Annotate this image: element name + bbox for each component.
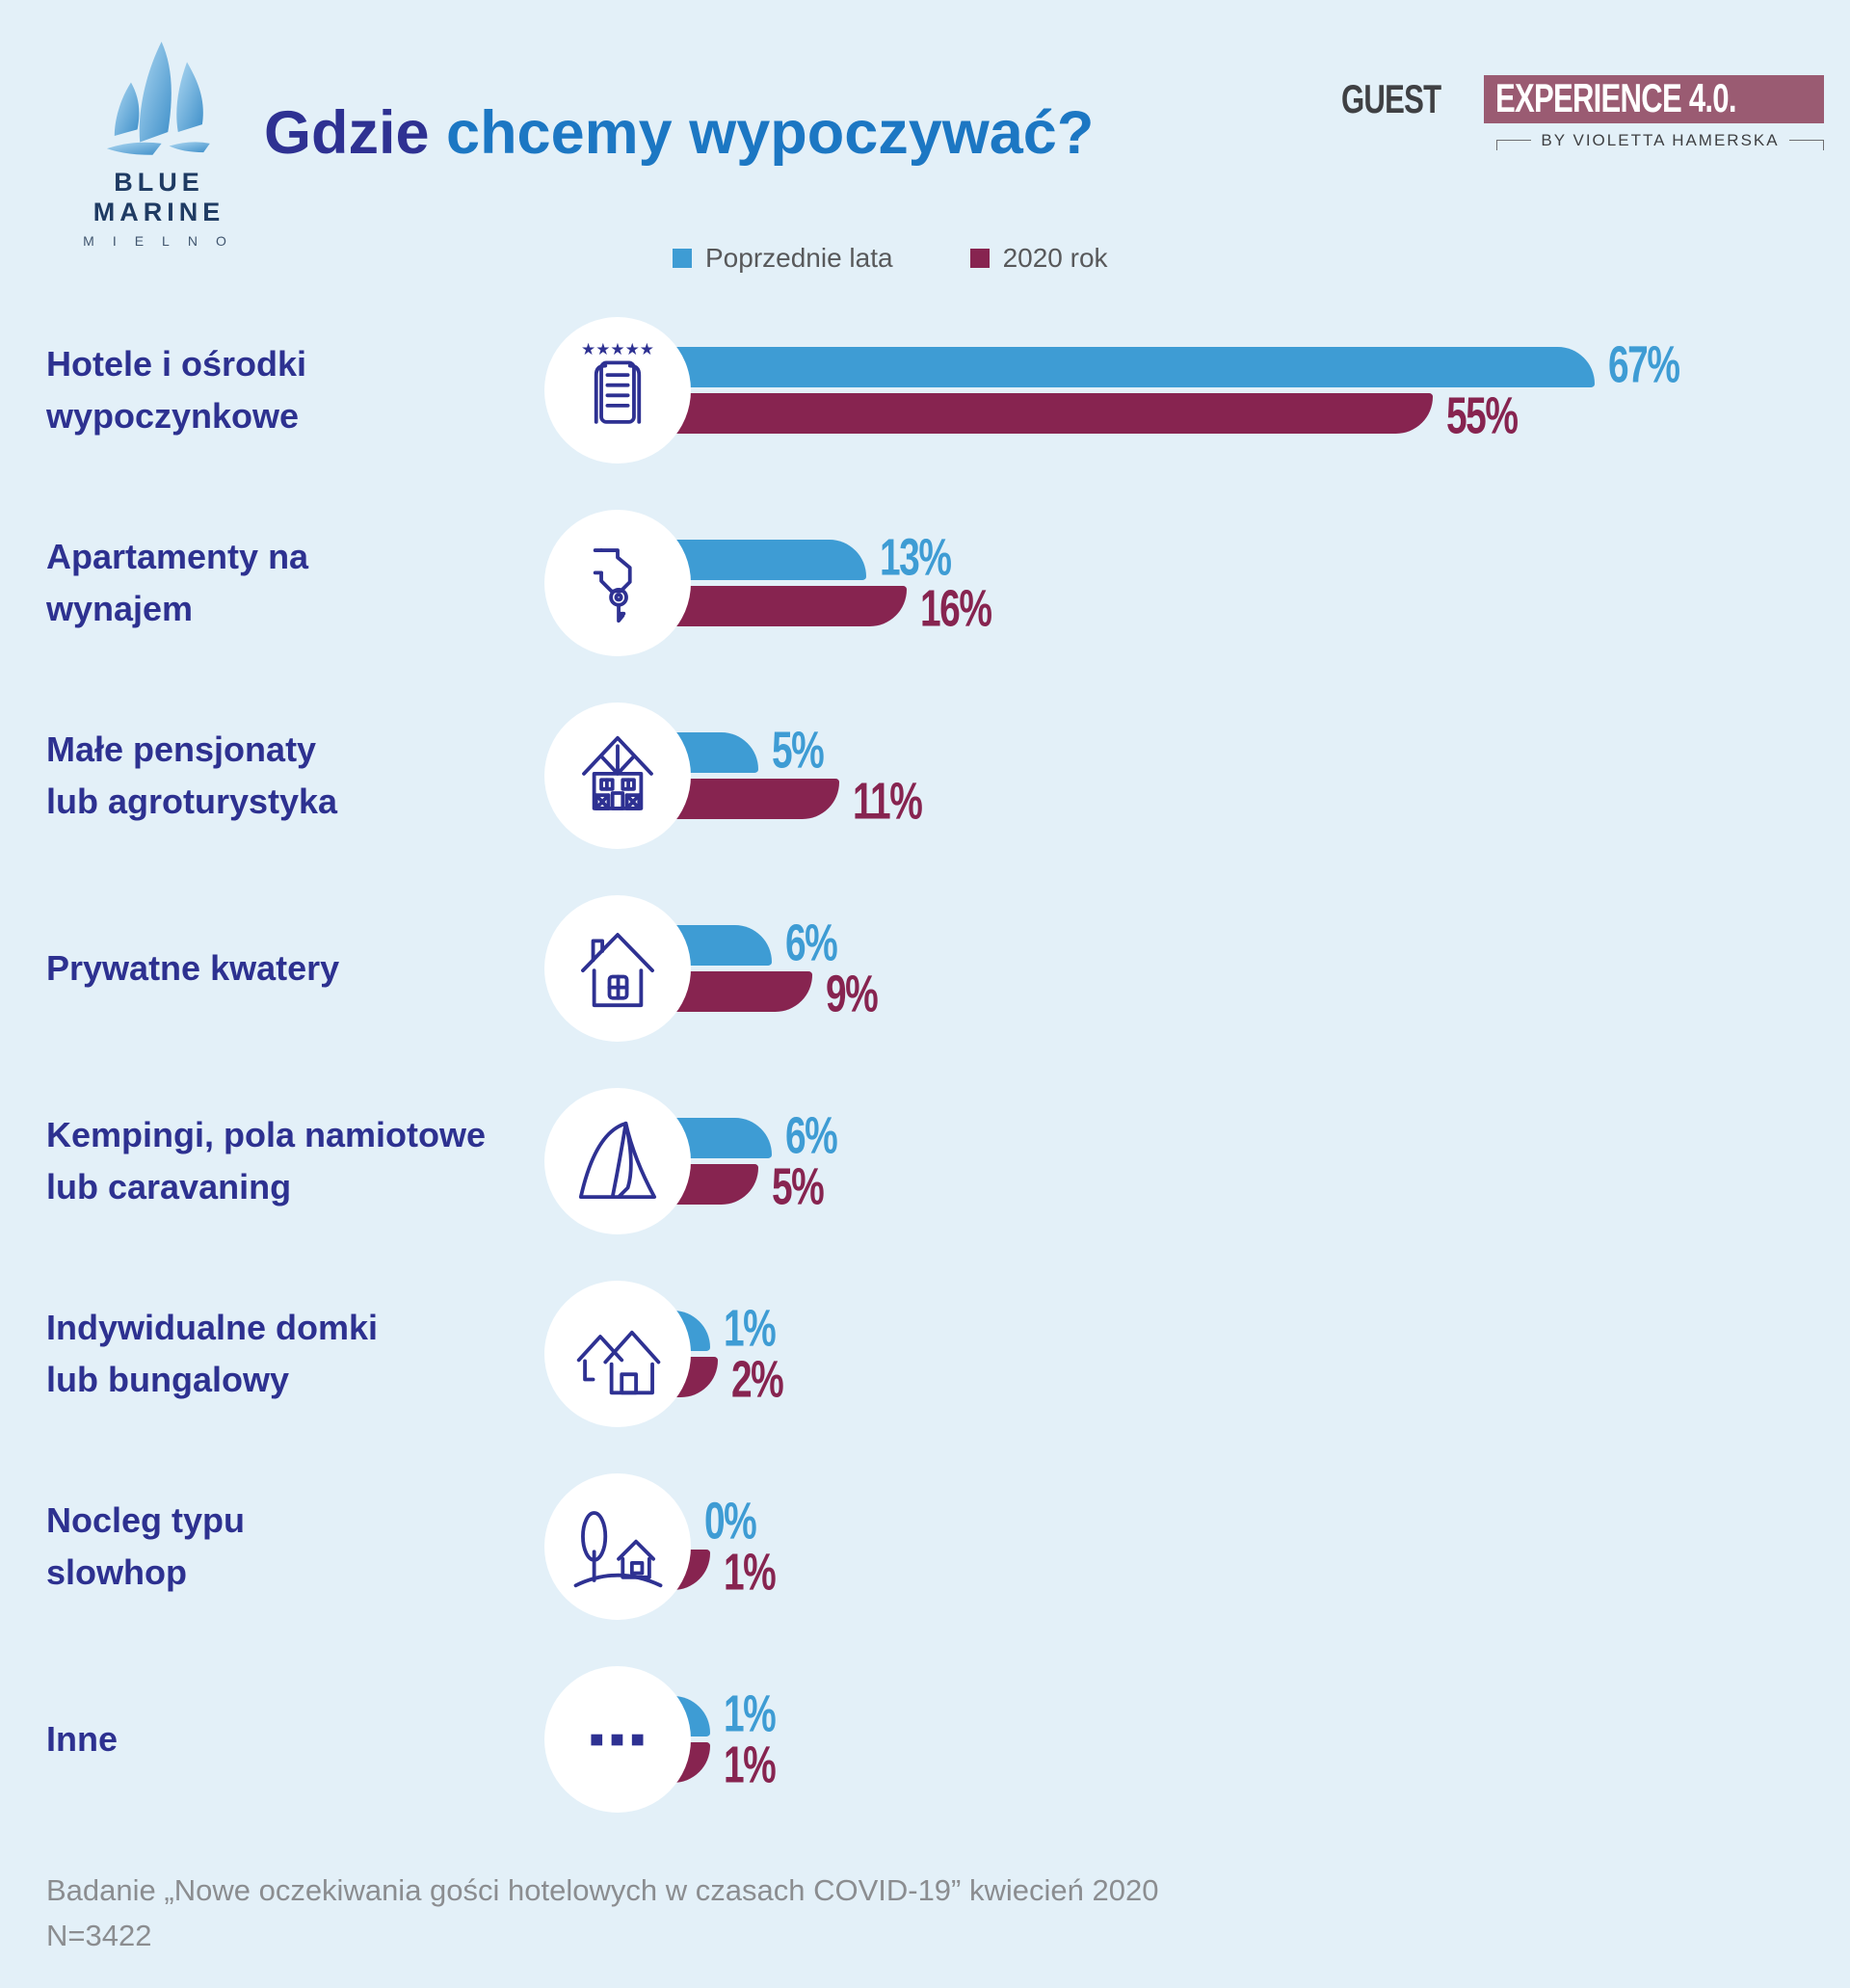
sailboat-icon xyxy=(106,41,210,155)
chart-row: Prywatne kwatery 6% 9% xyxy=(0,872,1850,1065)
value-label-previous-years: 5% xyxy=(772,721,825,780)
footer-study-line: Badanie „Nowe oczekiwania gości hotelowy… xyxy=(46,1873,1159,1907)
bar-group: 6% 5% xyxy=(636,1107,1840,1215)
chart-row: Inne 1% 1% xyxy=(0,1643,1850,1836)
category-icon-circle xyxy=(544,1088,691,1234)
chart-row: Indywidualne domki lub bungalowy 1% 2% xyxy=(0,1258,1850,1450)
category-label: Małe pensjonaty lub agroturystyka xyxy=(46,729,338,821)
category-icon-circle xyxy=(544,1281,691,1427)
value-label-previous-years: 1% xyxy=(724,1684,777,1743)
category-icon-circle xyxy=(544,1473,691,1620)
chart-rows: Hotele i ośrodki wypoczynkowe 67% 55% ★★★… xyxy=(0,294,1850,1836)
value-label-2020: 2% xyxy=(731,1350,784,1409)
value-label-2020: 55% xyxy=(1446,386,1519,445)
title-dark-part: Gdzie xyxy=(264,99,430,167)
category-icon-circle xyxy=(544,702,691,849)
legend-item-previous-years: Poprzednie lata xyxy=(673,243,893,274)
blue-marine-logo: BLUE MARINE MIELNO xyxy=(67,37,251,249)
legend-label-previous-years: Poprzednie lata xyxy=(705,243,893,273)
footer-note: Badanie „Nowe oczekiwania gości hotelowy… xyxy=(46,1868,1158,1958)
category-icon-circle xyxy=(544,510,691,656)
legend-swatch-2020 xyxy=(969,249,990,268)
bar-group: 1% 1% xyxy=(636,1685,1840,1793)
category-label: Nocleg typu slowhop xyxy=(46,1500,246,1592)
chart-row: Kempingi, pola namiotowe lub caravaning 6… xyxy=(0,1065,1850,1258)
chart-legend: Poprzednie lata 2020 rok xyxy=(673,243,1108,274)
brand-subname: MIELNO xyxy=(83,233,245,249)
bar-group: 0% 1% xyxy=(636,1493,1840,1601)
value-label-previous-years: 6% xyxy=(785,914,838,972)
two-houses-icon xyxy=(567,1303,669,1405)
bar-group: 67% 55% xyxy=(636,336,1840,444)
bar-group: 5% 11% xyxy=(636,722,1840,830)
legend-label-2020: 2020 rok xyxy=(1002,243,1108,273)
category-icon-circle xyxy=(544,1666,691,1813)
cottage-icon xyxy=(567,725,669,827)
hotel-stars-icon: ★★★★★ xyxy=(567,339,669,441)
category-label: Inne xyxy=(46,1719,119,1759)
brand-name: BLUE MARINE xyxy=(92,168,225,226)
badge-experience-text: EXPERIENCE 4.0. xyxy=(1483,75,1824,123)
category-icon-circle: ★★★★★ xyxy=(544,317,691,464)
badge-byline: BY VIOLETTA HAMERSKA xyxy=(1496,130,1824,150)
bar-group: 6% 9% xyxy=(636,914,1840,1022)
bar-2020 xyxy=(636,393,1433,434)
category-label: Prywatne kwatery xyxy=(46,948,340,988)
category-label: Kempingi, pola namiotowe lub caravaning xyxy=(46,1115,487,1206)
value-label-2020: 1% xyxy=(724,1736,777,1794)
value-label-previous-years: 13% xyxy=(880,528,952,587)
chart-row: Apartamenty na wynajem 13% 16% xyxy=(0,487,1850,679)
bar-group: 1% 2% xyxy=(636,1300,1840,1408)
badge-guest-text: GUEST xyxy=(1340,76,1441,121)
bar-previous-years xyxy=(636,347,1595,387)
tree-house-icon xyxy=(567,1496,669,1598)
category-label: Apartamenty na wynajem xyxy=(46,537,309,628)
category-icon-circle xyxy=(544,895,691,1042)
footer-sample-size: N=3422 xyxy=(46,1919,152,1952)
guest-experience-badge: GUEST EXPERIENCE 4.0. BY VIOLETTA HAMERS… xyxy=(1341,75,1824,150)
value-label-2020: 9% xyxy=(826,965,879,1023)
value-label-previous-years: 0% xyxy=(704,1492,757,1551)
title-light-part: chcemy wypoczywać? xyxy=(429,99,1095,167)
value-label-2020: 11% xyxy=(853,772,923,831)
ellipsis-icon xyxy=(567,1688,669,1790)
category-label: Hotele i ośrodki wypoczynkowe xyxy=(46,344,307,436)
legend-item-2020: 2020 rok xyxy=(969,243,1108,274)
tent-icon xyxy=(567,1110,669,1212)
chart-row: Małe pensjonaty lub agroturystyka 5% 11% xyxy=(0,679,1850,872)
value-label-2020: 5% xyxy=(772,1157,825,1216)
chart-row: Hotele i ośrodki wypoczynkowe 67% 55% ★★★… xyxy=(0,294,1850,487)
value-label-previous-years: 1% xyxy=(724,1299,777,1358)
page-title: Gdzie chcemy wypoczywać? xyxy=(264,98,1094,168)
value-label-previous-years: 6% xyxy=(785,1106,838,1165)
chart-row: Nocleg typu slowhop 0% 1% xyxy=(0,1450,1850,1643)
house-icon xyxy=(567,917,669,1020)
category-label: Indywidualne domki lub bungalowy xyxy=(46,1308,379,1399)
value-label-2020: 16% xyxy=(920,579,992,638)
legend-swatch-previous-years xyxy=(673,249,692,268)
bar-group: 13% 16% xyxy=(636,529,1840,637)
value-label-2020: 1% xyxy=(724,1543,777,1602)
svg-text:★★★★★: ★★★★★ xyxy=(581,339,654,358)
hand-key-icon xyxy=(567,532,669,634)
value-label-previous-years: 67% xyxy=(1608,335,1680,394)
